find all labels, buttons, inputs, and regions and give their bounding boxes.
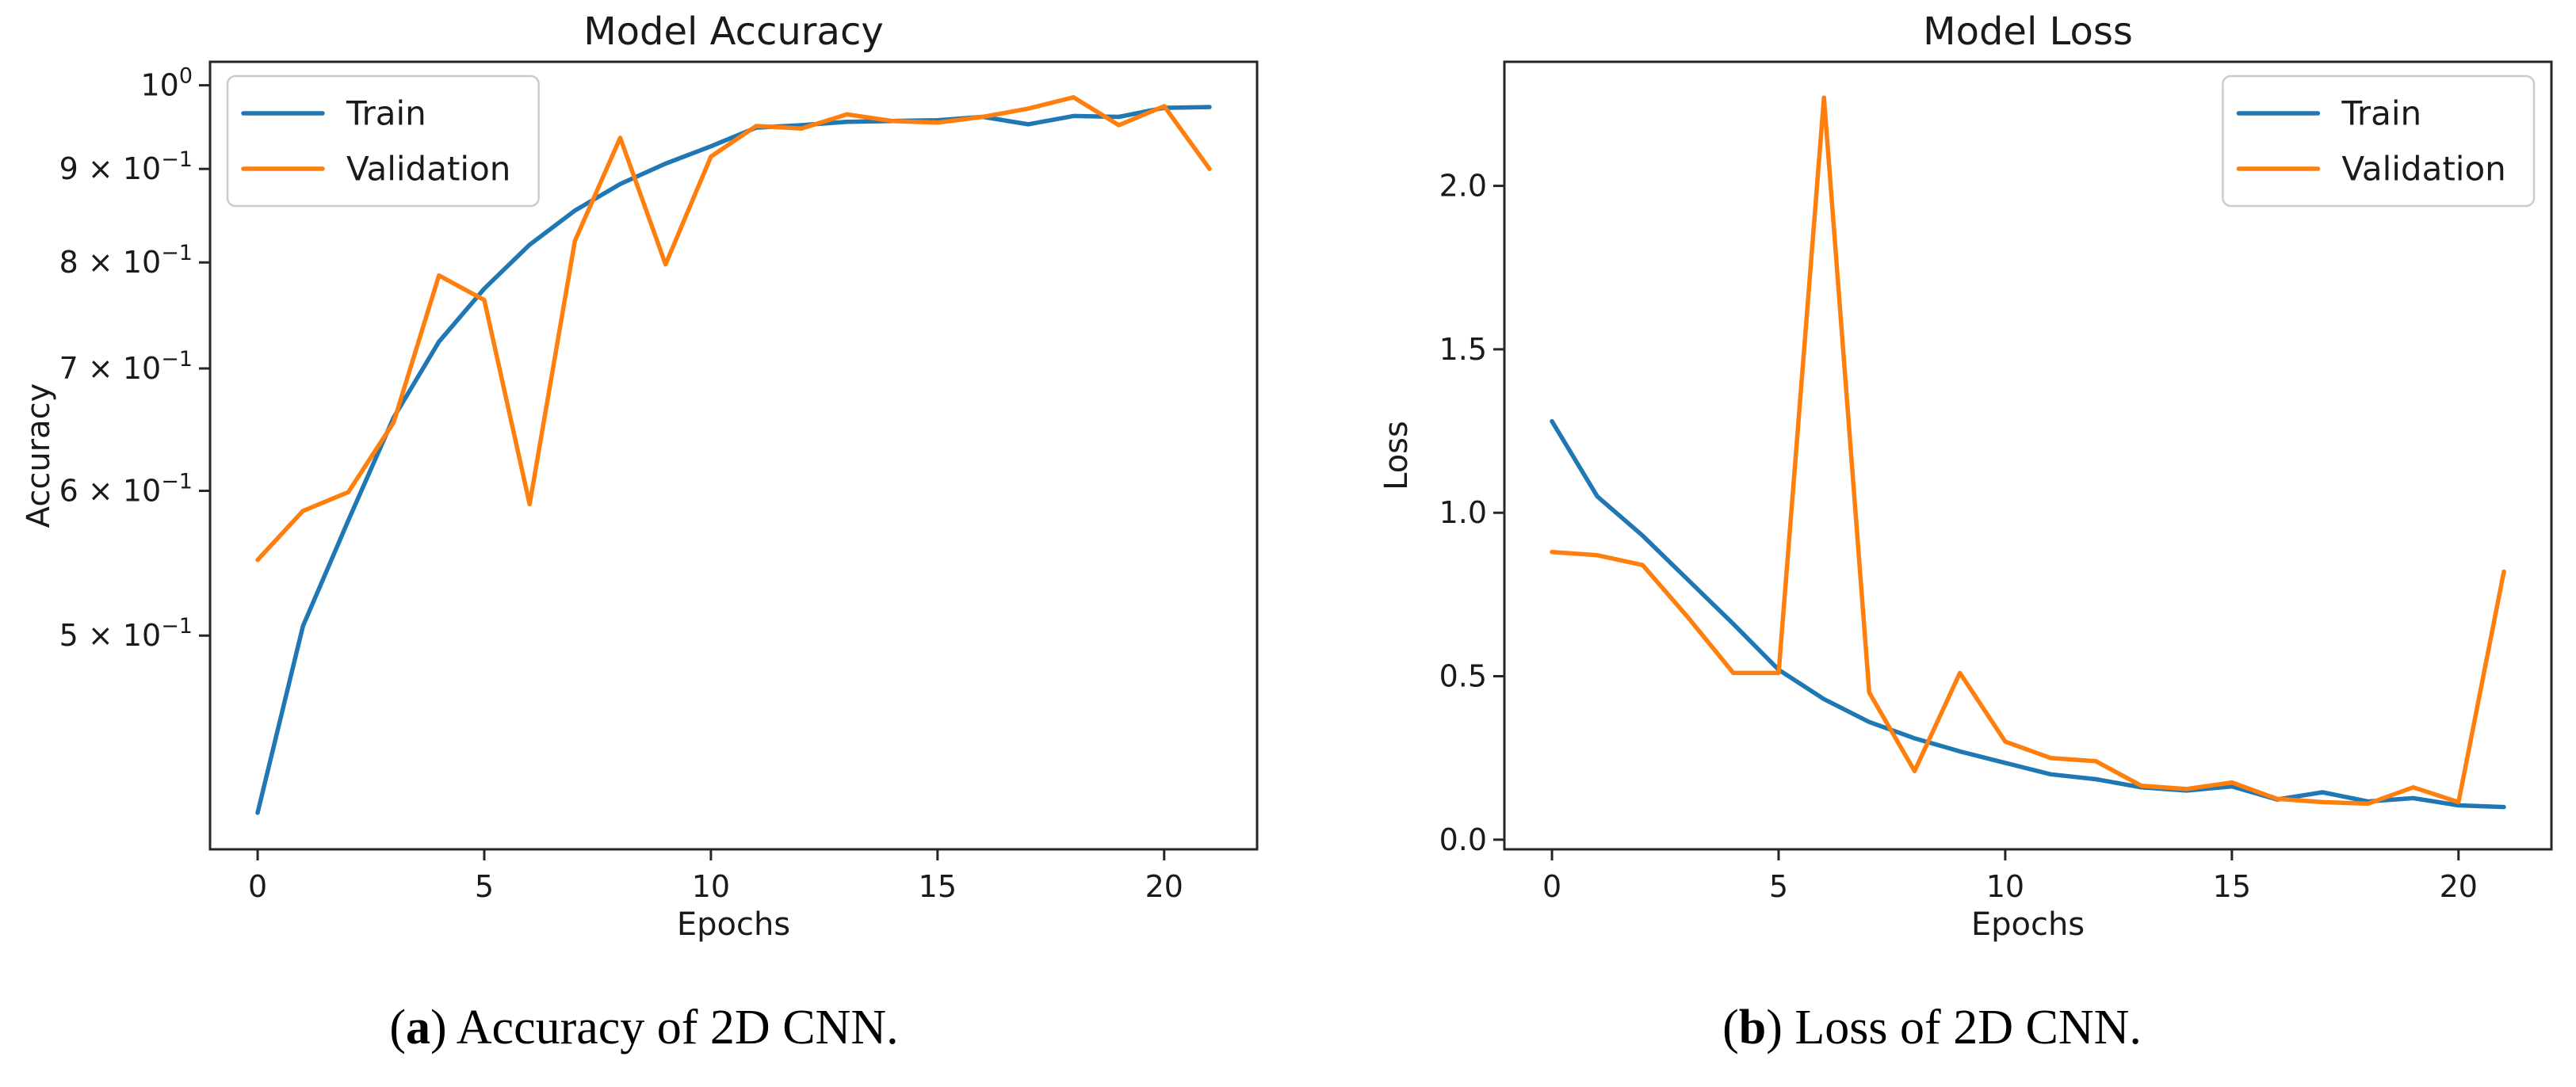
validation-line <box>1550 95 2506 807</box>
y-axis-label: Accuracy <box>21 383 57 528</box>
y-tick-base: 10 <box>140 68 178 103</box>
x-tick-label: 5 <box>1769 869 1788 904</box>
train-line <box>1550 418 2506 810</box>
y-tick-label: 6 × 10−1 <box>59 470 193 509</box>
y-tick-base: 6 × 10 <box>59 474 162 509</box>
y-tick-label: 5 × 10−1 <box>59 614 193 653</box>
caption-a-close: ) <box>430 1001 447 1055</box>
y-tick-exponent: −1 <box>161 147 193 172</box>
y-tick-base: 5 × 10 <box>59 618 162 653</box>
x-tick-label: 15 <box>2213 869 2251 904</box>
loss-chart: 0 5 10 15 20 0.0 0.5 1.0 1.5 2.0 Model Loss Epochs L… <box>1378 10 2553 943</box>
y-tick-label: 100 <box>140 64 193 103</box>
x-tick-label: 20 <box>1145 869 1183 904</box>
caption-b-close: ) <box>1766 1001 1783 1055</box>
caption-b-text: Loss of 2D CNN. <box>1782 1001 2142 1055</box>
y-tick-exponent: −1 <box>161 614 193 639</box>
caption-b-letter: b <box>1738 1001 1767 1055</box>
y-tick-base: 7 × 10 <box>59 351 162 386</box>
y-tick-exponent: −1 <box>161 347 193 372</box>
y-tick-exponent: −1 <box>161 241 193 265</box>
legend-validation-label: Validation <box>346 150 510 189</box>
x-tick-label: 10 <box>1986 869 2024 904</box>
plot-border <box>1503 60 2553 851</box>
y-tick-label: 0.5 <box>1439 659 1487 694</box>
x-axis-label: Epochs <box>1971 906 2085 943</box>
x-tick-label: 0 <box>1542 869 1561 904</box>
y-tick-label: 1.0 <box>1439 495 1487 530</box>
x-tick-label: 15 <box>919 869 957 904</box>
y-tick-label: 7 × 10−1 <box>59 347 193 386</box>
caption-b-open: ( <box>1722 1001 1739 1055</box>
x-tick-label: 20 <box>2440 869 2478 904</box>
chart-title: Model Loss <box>1923 10 2133 54</box>
chart-title: Model Accuracy <box>583 10 884 54</box>
y-tick-label: 0.0 <box>1439 822 1487 857</box>
x-tick-label: 10 <box>692 869 730 904</box>
y-tick-base: 8 × 10 <box>59 245 162 280</box>
legend-train-label: Train <box>346 94 426 133</box>
caption-a: (a) Accuracy of 2D CNN. <box>0 1000 1288 1056</box>
validation-line <box>255 95 1212 563</box>
y-tick-label: 9 × 10−1 <box>59 147 193 186</box>
y-tick-label: 2.0 <box>1439 169 1487 204</box>
y-tick-base: 9 × 10 <box>59 151 162 186</box>
caption-a-open: ( <box>389 1001 407 1055</box>
y-axis-label: Loss <box>1378 421 1415 490</box>
legend-box <box>226 74 540 208</box>
y-tick-label: 8 × 10−1 <box>59 241 193 280</box>
caption-a-letter: a <box>406 1001 431 1055</box>
legend-box <box>2222 74 2536 208</box>
x-axis-label: Epochs <box>677 906 790 943</box>
legend-train-label: Train <box>2341 94 2421 133</box>
legend-validation-label: Validation <box>2341 150 2505 189</box>
caption-b: (b) Loss of 2D CNN. <box>1288 1000 2576 1056</box>
y-tick-exponent: 0 <box>179 64 193 89</box>
plot-border <box>208 60 1259 851</box>
x-tick-label: 0 <box>248 869 267 904</box>
train-line <box>255 105 1212 815</box>
y-tick-exponent: −1 <box>161 470 193 494</box>
x-tick-label: 5 <box>475 869 494 904</box>
caption-a-text: Accuracy of 2D CNN. <box>446 1001 899 1055</box>
y-tick-label: 1.5 <box>1439 332 1487 367</box>
